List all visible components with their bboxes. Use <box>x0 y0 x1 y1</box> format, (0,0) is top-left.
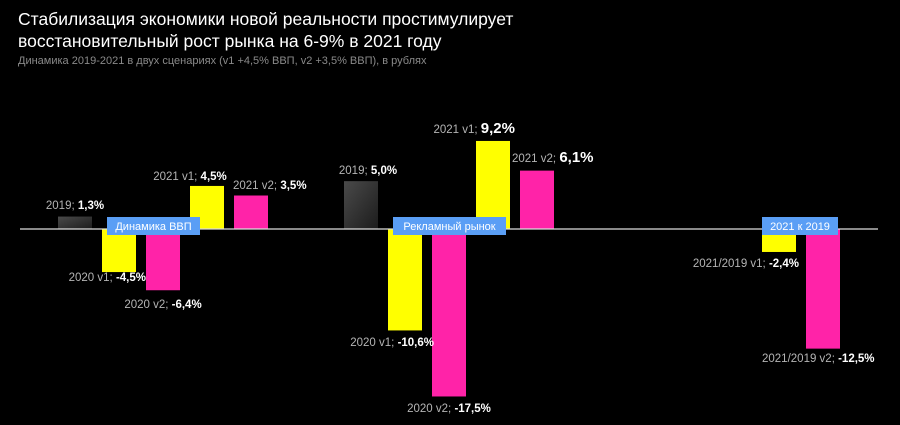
data-label-series: 2019; <box>339 165 371 177</box>
title-line-2: восстановительный рост рынка на 6-9% в 2… <box>18 31 442 51</box>
data-label-value: 4,5% <box>201 171 227 183</box>
bar-2-1 <box>806 229 840 349</box>
data-label: 2019; 5,0% <box>339 165 397 177</box>
bar-0-1 <box>102 229 136 273</box>
data-label-value: -2,4% <box>769 258 799 270</box>
data-label-series: 2019; <box>46 200 78 212</box>
data-label: 2020 v2; -17,5% <box>407 403 491 415</box>
bar-1-0 <box>344 181 378 229</box>
bar-1-1 <box>388 229 422 331</box>
data-label: 2021 v2; 3,5% <box>233 180 307 192</box>
data-label: 2020 v2; -6,4% <box>124 299 201 311</box>
group-badge <box>762 217 838 235</box>
data-label-value: 1,3% <box>78 200 104 212</box>
data-label-series: 2020 v2; <box>124 299 171 311</box>
data-label-value: 3,5% <box>280 180 306 192</box>
bar-1-2 <box>432 229 466 397</box>
data-label-value: -4,5% <box>116 272 146 284</box>
data-label-value: -6,4% <box>172 299 202 311</box>
data-label-series: 2021/2019 v1; <box>693 258 769 270</box>
data-label: 2021/2019 v2; -12,5% <box>762 353 875 365</box>
data-label-series: 2020 v2; <box>407 403 454 415</box>
bar-0-2 <box>146 229 180 291</box>
data-label-value: -12,5% <box>838 353 874 365</box>
data-label: 2021 v2; 6,1% <box>512 149 594 166</box>
chart-title: Стабилизация экономики новой реальности … <box>18 8 513 52</box>
data-label-series: 2020 v1; <box>350 337 397 349</box>
data-label: 2020 v1; -4,5% <box>69 272 146 284</box>
bar-1-3 <box>476 140 510 229</box>
chart-subtitle: Динамика 2019-2021 в двух сценариях (v1 … <box>18 55 427 67</box>
data-label-series: 2021 v2; <box>512 153 559 165</box>
group-badge-label: Рекламный рынок <box>403 221 495 233</box>
group-badge <box>393 217 506 235</box>
bar-0-4 <box>234 195 268 229</box>
data-label: 2020 v1; -10,6% <box>350 337 434 349</box>
title-line-1: Стабилизация экономики новой реальности … <box>18 9 514 29</box>
data-label-value: 9,2% <box>481 120 515 137</box>
data-label-value: 5,0% <box>371 165 397 177</box>
data-label-value: -17,5% <box>454 403 490 415</box>
bar-1-4 <box>520 170 554 229</box>
data-label-value: -10,6% <box>398 337 434 349</box>
group-badge-label: Динамика ВВП <box>115 221 191 233</box>
data-label-series: 2020 v1; <box>69 272 116 284</box>
group-badge-label: 2021 к 2019 <box>770 221 830 233</box>
data-label-series: 2021 v1; <box>433 124 480 136</box>
data-label: 2019; 1,3% <box>46 200 104 212</box>
data-label-series: 2021 v1; <box>153 171 200 183</box>
data-label-value: 6,1% <box>559 149 593 166</box>
data-label-series: 2021/2019 v2; <box>762 353 838 365</box>
data-label: 2021 v1; 9,2% <box>433 120 515 137</box>
data-label: 2021 v1; 4,5% <box>153 171 227 183</box>
group-badge <box>107 217 200 235</box>
data-label: 2021/2019 v1; -2,4% <box>693 258 799 270</box>
data-label-series: 2021 v2; <box>233 180 280 192</box>
bar-0-0 <box>58 216 92 229</box>
